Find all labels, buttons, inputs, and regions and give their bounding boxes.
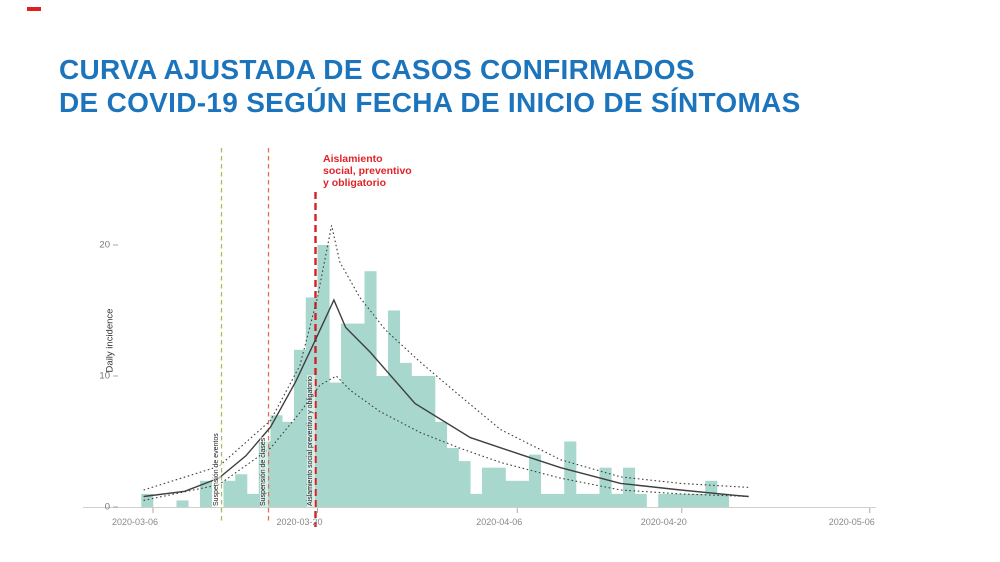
histogram-bar — [141, 493, 154, 507]
histogram-bar — [376, 376, 389, 507]
lockdown-annotation: Aislamiento social, preventivo y obligat… — [323, 153, 412, 189]
histogram-bar — [329, 382, 342, 507]
histogram-bar — [247, 493, 260, 507]
histogram-bar — [482, 467, 495, 507]
ytick-label-10: 10 — [99, 370, 110, 382]
event-label-suspension-clases: Suspensión de clases — [259, 436, 268, 507]
event-label-suspension-eventos: Suspensión de eventos — [212, 432, 221, 507]
histogram-bar — [317, 245, 330, 507]
page-title: CURVA AJUSTADA DE CASOS CONFIRMADOS DE C… — [59, 53, 801, 119]
annotation-line-2: social, preventivo — [323, 165, 412, 177]
histogram-bar — [717, 493, 730, 507]
histogram-bar — [399, 362, 412, 507]
histogram-bar — [611, 493, 624, 507]
histogram-bar — [458, 461, 471, 507]
event-label-aislamiento: Aislamiento social preventivo y obligato… — [306, 375, 315, 507]
histogram-bar — [235, 474, 248, 507]
ytick-label-0: 0 — [104, 501, 110, 513]
xtick-label-3: 2020-04-06 — [476, 517, 523, 527]
histogram-bar — [446, 448, 459, 507]
histogram-bar — [693, 493, 706, 507]
histogram-bar — [270, 415, 283, 507]
histogram-bar — [470, 493, 483, 507]
annotation-line-3: y obligatorio — [323, 177, 386, 189]
title-line-1: CURVA AJUSTADA DE CASOS CONFIRMADOS — [59, 54, 695, 85]
histogram-bar — [705, 480, 718, 507]
slide-accent-mark — [27, 7, 41, 11]
histogram-bar — [564, 441, 577, 507]
histogram-bar — [587, 493, 600, 507]
xtick-label-1: 2020-03-06 — [111, 517, 159, 527]
histogram-bar — [540, 493, 553, 507]
histogram-bar — [623, 467, 636, 507]
title-line-2: DE COVID-19 SEGÚN FECHA DE INICIO DE SÍN… — [59, 87, 801, 118]
ytick-label-20: 20 — [99, 239, 110, 251]
histogram-bar — [341, 323, 354, 507]
xtick-label-2: 2020-03-20 — [276, 517, 323, 527]
histogram-bar — [505, 480, 518, 507]
histogram-bar — [517, 480, 530, 507]
histogram-bar — [634, 493, 647, 507]
histogram-bar — [435, 421, 448, 507]
histogram-bar — [552, 493, 565, 507]
curve-fitted-mean — [143, 298, 749, 498]
curve-lower-ci — [143, 375, 749, 501]
histogram-bar — [352, 323, 365, 507]
xtick-label-4: 2020-04-20 — [640, 517, 687, 527]
histogram-bar — [294, 349, 307, 507]
annotation-line-1: Aislamiento — [323, 153, 383, 165]
histogram-bar — [176, 500, 189, 507]
histogram-bar — [681, 493, 694, 507]
histogram-bar — [529, 454, 542, 507]
histogram-bar — [364, 271, 377, 507]
histogram-bar — [670, 493, 683, 507]
histogram-bar — [493, 467, 506, 507]
histogram-bar — [223, 480, 236, 507]
histogram-bar — [282, 421, 295, 507]
histogram-bar — [388, 310, 401, 507]
histogram-bar — [423, 376, 436, 507]
histogram-bar — [200, 480, 213, 507]
y-axis-label: Daily incidence — [104, 308, 116, 373]
histogram-bar — [658, 493, 671, 507]
histogram-bar — [576, 493, 589, 507]
histogram-bar — [411, 376, 424, 507]
xtick-label-5: 2020-05-06 — [828, 517, 875, 527]
